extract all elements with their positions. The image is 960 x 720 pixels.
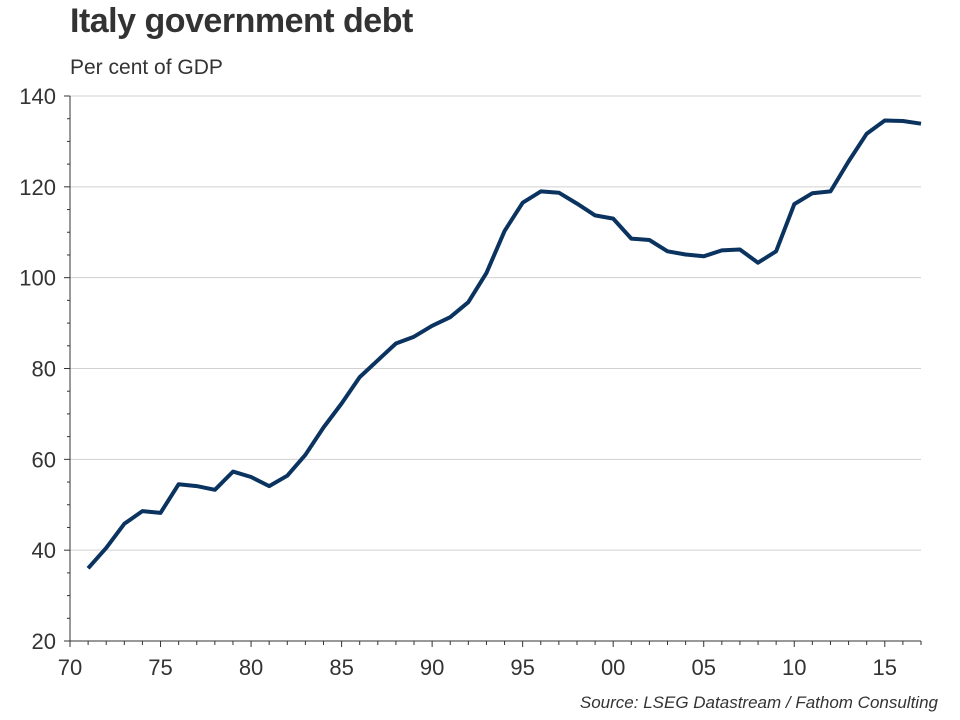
x-tick-label-95: 95 xyxy=(510,655,534,680)
data-point-2008 xyxy=(756,261,760,265)
data-point-1998 xyxy=(575,202,579,206)
data-point-1989 xyxy=(412,335,416,339)
x-tick-label-10: 10 xyxy=(782,655,806,680)
data-point-1985 xyxy=(340,401,344,405)
y-tick-label-60: 60 xyxy=(32,447,56,472)
gridlines xyxy=(70,95,921,551)
data-point-1986 xyxy=(358,375,362,379)
data-point-1975 xyxy=(159,511,163,515)
data-point-2007 xyxy=(738,248,742,252)
series-group xyxy=(86,118,923,570)
x-tick-label-90: 90 xyxy=(420,655,444,680)
y-axis-tick-labels: 20 40 60 80 100 120 140 xyxy=(19,84,56,654)
data-point-1990 xyxy=(430,324,434,328)
x-tick-label-85: 85 xyxy=(329,655,353,680)
x-tick-label-75: 75 xyxy=(148,655,172,680)
data-point-2000 xyxy=(611,217,615,221)
data-point-1982 xyxy=(285,474,289,478)
y-tick-label-80: 80 xyxy=(32,357,56,382)
data-point-1996 xyxy=(539,189,543,193)
data-point-2011 xyxy=(810,191,814,195)
x-tick-label-05: 05 xyxy=(691,655,715,680)
y-tick-label-20: 20 xyxy=(32,629,56,654)
data-point-1997 xyxy=(557,191,561,195)
y-tick-label-40: 40 xyxy=(32,538,56,563)
data-point-1999 xyxy=(593,213,597,217)
chart-title: Italy government debt xyxy=(70,2,413,40)
data-point-2010 xyxy=(792,202,796,206)
data-point-1983 xyxy=(303,453,307,457)
data-point-2005 xyxy=(702,254,706,258)
series-line-0 xyxy=(86,118,922,570)
data-point-1981 xyxy=(267,484,271,488)
data-point-1979 xyxy=(231,470,235,474)
data-point-1984 xyxy=(321,426,325,430)
y-tick-label-140: 140 xyxy=(19,84,56,109)
data-point-1987 xyxy=(376,358,380,362)
source-note: Source: LSEG Datastream / Fathom Consult… xyxy=(579,693,938,712)
x-tick-label-70: 70 xyxy=(58,655,82,680)
data-point-2002 xyxy=(647,238,651,242)
data-point-1992 xyxy=(466,300,470,304)
data-point-1988 xyxy=(394,342,398,346)
data-point-1976 xyxy=(177,482,181,486)
y-tick-label-120: 120 xyxy=(19,175,56,200)
data-point-1980 xyxy=(249,475,253,479)
data-point-2009 xyxy=(774,249,778,253)
data-point-2003 xyxy=(666,249,670,253)
data-point-1978 xyxy=(213,488,217,492)
data-point-2004 xyxy=(684,253,688,257)
data-point-1995 xyxy=(521,201,525,205)
data-point-1973 xyxy=(122,522,126,526)
data-point-1974 xyxy=(140,509,144,513)
x-tick-label-00: 00 xyxy=(601,655,625,680)
data-point-2013 xyxy=(847,159,851,163)
data-point-2017 xyxy=(919,122,923,126)
x-tick-label-15: 15 xyxy=(873,655,897,680)
chart-subtitle: Per cent of GDP xyxy=(70,56,223,79)
data-point-2015 xyxy=(883,119,887,123)
x-tick-label-80: 80 xyxy=(239,655,263,680)
data-point-1971 xyxy=(86,566,90,570)
data-point-2001 xyxy=(629,237,633,241)
data-point-2012 xyxy=(828,189,832,193)
x-axis-tick-labels: 70 75 80 85 90 95 00 05 10 15 xyxy=(58,655,897,680)
data-point-1972 xyxy=(104,546,108,550)
y-tick-label-100: 100 xyxy=(19,266,56,291)
data-point-1991 xyxy=(448,315,452,319)
data-point-1994 xyxy=(503,229,507,233)
data-point-2014 xyxy=(865,132,869,136)
data-point-2016 xyxy=(901,119,905,123)
axes xyxy=(64,95,922,647)
data-point-2006 xyxy=(720,248,724,252)
data-point-1993 xyxy=(484,271,488,275)
data-point-1977 xyxy=(195,484,199,488)
